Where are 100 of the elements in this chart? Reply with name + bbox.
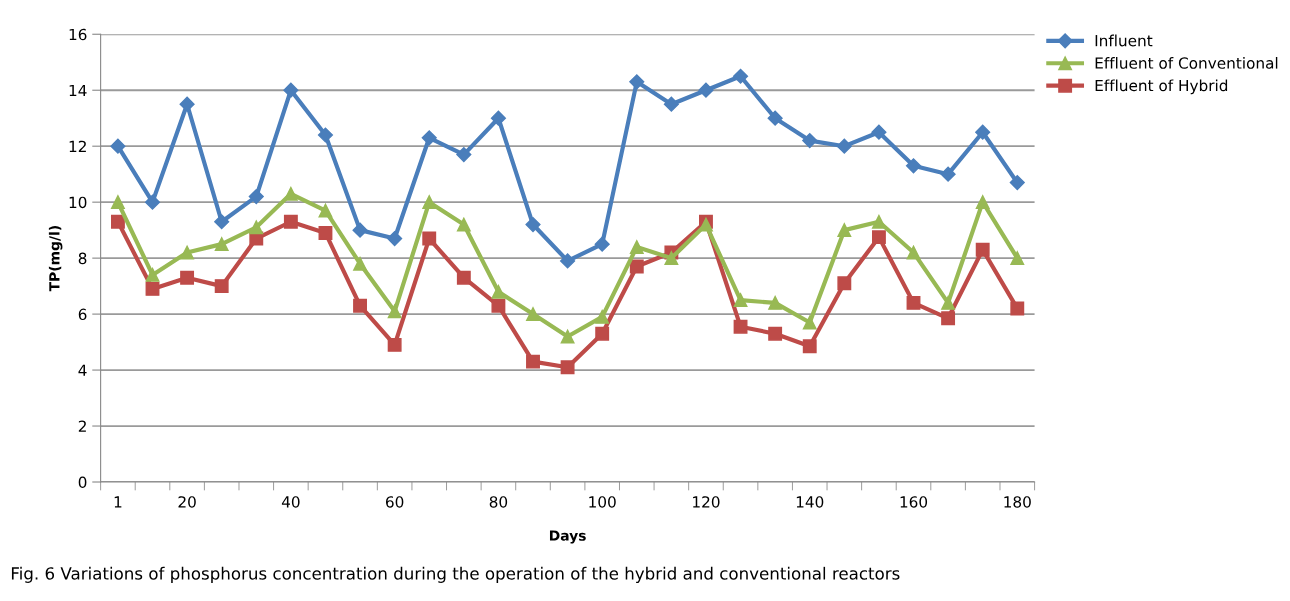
point bbox=[767, 110, 783, 126]
point bbox=[214, 237, 229, 252]
point bbox=[871, 230, 886, 245]
legend-label: Influent bbox=[1095, 34, 1153, 47]
point bbox=[353, 298, 367, 313]
point bbox=[110, 195, 125, 210]
point bbox=[421, 130, 437, 146]
point bbox=[975, 124, 991, 140]
point bbox=[110, 138, 126, 154]
point bbox=[456, 147, 472, 163]
x-tick-label: 100 bbox=[589, 496, 616, 508]
point bbox=[836, 138, 852, 154]
y-tick-label: 4 bbox=[78, 364, 87, 376]
x-tick-label: 60 bbox=[385, 496, 404, 508]
point bbox=[906, 295, 921, 310]
legend-label: Effluent of Hybrid bbox=[1095, 79, 1228, 95]
point bbox=[975, 195, 990, 210]
point bbox=[214, 214, 230, 230]
y-tick-label: 12 bbox=[69, 140, 86, 152]
point bbox=[283, 82, 299, 98]
point bbox=[871, 214, 886, 229]
point bbox=[144, 194, 161, 210]
x-tick-label: 140 bbox=[796, 496, 824, 508]
point bbox=[387, 230, 403, 247]
point bbox=[456, 217, 471, 232]
point bbox=[975, 242, 990, 257]
point bbox=[526, 307, 540, 322]
point bbox=[214, 279, 229, 294]
point bbox=[318, 225, 333, 240]
point bbox=[491, 298, 506, 313]
y-tick-label: 10 bbox=[69, 196, 87, 209]
point bbox=[629, 259, 644, 274]
point bbox=[802, 133, 818, 149]
point bbox=[733, 293, 748, 308]
point bbox=[283, 214, 298, 229]
point bbox=[1009, 175, 1025, 191]
x-tick-label: 160 bbox=[900, 496, 928, 508]
point bbox=[629, 74, 645, 90]
point bbox=[768, 326, 783, 341]
y-tick-label: 0 bbox=[78, 476, 87, 489]
point bbox=[249, 220, 264, 235]
y-axis-title: TP(mg/l) bbox=[48, 226, 63, 292]
point bbox=[595, 309, 610, 324]
point bbox=[733, 319, 748, 334]
point bbox=[352, 222, 368, 238]
point bbox=[663, 96, 679, 112]
point bbox=[906, 245, 921, 260]
point bbox=[802, 315, 817, 330]
point bbox=[525, 216, 541, 233]
point bbox=[1010, 251, 1025, 266]
y-tick-label: 14 bbox=[69, 84, 87, 97]
point bbox=[248, 188, 264, 205]
point bbox=[491, 284, 506, 299]
point bbox=[905, 158, 922, 174]
point bbox=[353, 256, 367, 271]
x-tick-label: 40 bbox=[281, 496, 300, 508]
caption: Fig. 6 Variations of phosphorus concentration during the operation of the hybrid and conventional reactors bbox=[11, 566, 900, 583]
point bbox=[387, 304, 402, 319]
point bbox=[387, 337, 402, 352]
point bbox=[145, 267, 160, 282]
point bbox=[526, 354, 540, 369]
y-tick-label: 8 bbox=[78, 252, 87, 265]
point bbox=[180, 245, 195, 260]
legend-label: Effluent of Conventional bbox=[1095, 57, 1278, 69]
point bbox=[422, 195, 437, 210]
point bbox=[941, 295, 956, 310]
point bbox=[317, 127, 334, 143]
point bbox=[283, 186, 298, 201]
point bbox=[732, 68, 749, 84]
point bbox=[560, 360, 575, 375]
point bbox=[456, 270, 471, 285]
x-tick-label: 120 bbox=[693, 496, 720, 508]
x-axis-title: Days bbox=[549, 530, 586, 544]
point bbox=[941, 311, 956, 326]
point bbox=[145, 281, 160, 296]
point bbox=[560, 329, 575, 344]
point bbox=[837, 223, 852, 238]
point bbox=[595, 326, 610, 341]
point bbox=[180, 270, 195, 285]
point bbox=[318, 203, 333, 218]
point bbox=[698, 82, 714, 98]
point bbox=[837, 276, 852, 291]
point bbox=[110, 214, 125, 229]
y-tick-label: 2 bbox=[78, 420, 86, 432]
point bbox=[629, 239, 644, 254]
x-tick-label: 80 bbox=[489, 496, 508, 508]
point bbox=[422, 231, 437, 246]
point bbox=[1010, 301, 1025, 316]
point bbox=[594, 236, 610, 252]
point bbox=[871, 124, 887, 140]
x-tick-label: 1 bbox=[114, 496, 122, 508]
point bbox=[940, 166, 956, 182]
point bbox=[490, 110, 506, 126]
point bbox=[560, 253, 576, 269]
x-tick-label: 180 bbox=[1004, 496, 1031, 508]
point bbox=[768, 295, 783, 310]
point bbox=[664, 251, 679, 266]
point bbox=[179, 96, 195, 112]
x-tick-label: 20 bbox=[178, 496, 196, 508]
y-tick-label: 6 bbox=[78, 308, 87, 321]
